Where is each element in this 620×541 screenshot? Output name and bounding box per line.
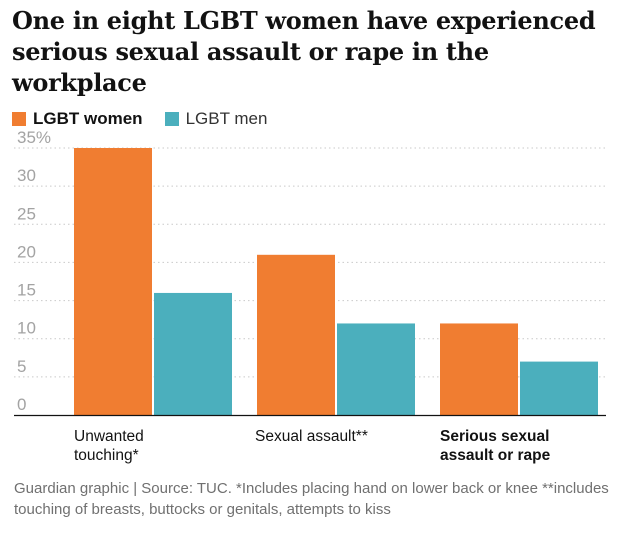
y-tick-label: 20 [17,242,36,261]
bar-lgbt-men [337,323,415,415]
x-category-label-line: Sexual assault** [255,428,368,445]
x-category-label-line: Unwanted [74,428,144,445]
bar-lgbt-men [154,292,232,415]
y-tick-label: 15 [17,281,36,300]
x-category-label: Unwanted touching* [74,427,144,465]
legend-item-lgbt-women: LGBT women [12,109,143,129]
y-tick-label: 10 [17,319,36,338]
x-category-label-line: assault or rape [440,447,551,464]
x-category-label-line: touching* [74,447,139,464]
x-category-label-line: Serious sexual [440,428,550,445]
bar-lgbt-women [257,254,335,415]
legend-swatch-lgbt-women [12,112,26,126]
legend-label-lgbt-men: LGBT men [185,109,268,128]
y-tick-label: 35% [17,130,51,147]
bar-lgbt-women [74,148,152,415]
legend-swatch-lgbt-men [164,112,179,126]
x-category-label: Serious sexual assault or rape [440,427,550,465]
legend: LGBT women LGBT men [12,107,289,131]
y-tick-label: 30 [17,166,36,185]
y-tick-label: 5 [17,357,26,376]
bar-chart: 0 5 10 15 20 25 30 35% [14,130,606,417]
bar-lgbt-women [440,323,518,415]
y-tick-label: 25 [17,204,36,223]
bar-lgbt-men [520,361,598,415]
chart-title: One in eight LGBT women have experienced… [12,6,596,97]
legend-label-lgbt-women: LGBT women [33,109,143,128]
legend-item-lgbt-men: LGBT men [164,109,268,129]
source-note: Guardian graphic | Source: TUC. *Include… [14,480,609,518]
x-category-label: Sexual assault** [255,427,368,446]
y-tick-label: 0 [17,395,26,414]
